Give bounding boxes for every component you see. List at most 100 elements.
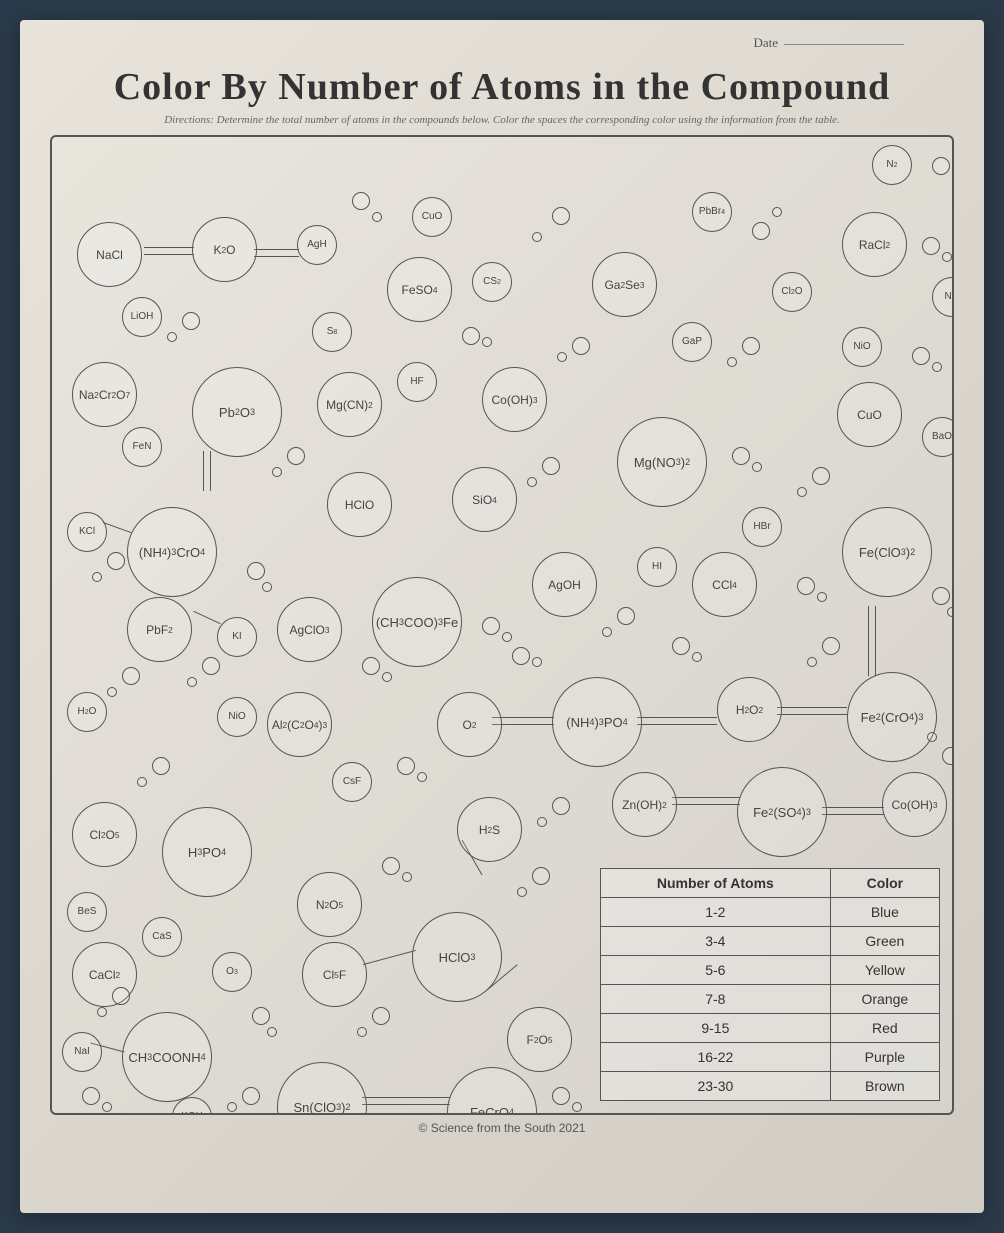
compound-bubble-nacl: NaCl — [77, 222, 142, 287]
bond — [868, 606, 876, 676]
bond — [254, 249, 299, 257]
table-cell: Brown — [830, 1072, 939, 1101]
decorative-bubble — [537, 817, 547, 827]
decorative-bubble — [742, 337, 760, 355]
decorative-bubble — [797, 577, 815, 595]
decorative-bubble — [202, 657, 220, 675]
compound-bubble-mgcn2: Mg(CN)2 — [317, 372, 382, 437]
decorative-bubble — [262, 582, 272, 592]
bond — [203, 451, 211, 491]
footer-copyright: © Science from the South 2021 — [50, 1121, 954, 1135]
compound-bubble-fecro4: FeCrO4 — [447, 1067, 537, 1115]
decorative-bubble — [807, 657, 817, 667]
decorative-bubble — [227, 1102, 237, 1112]
decorative-bubble — [557, 352, 567, 362]
decorative-bubble — [482, 337, 492, 347]
decorative-bubble — [182, 312, 200, 330]
decorative-bubble — [542, 457, 560, 475]
decorative-bubble — [672, 637, 690, 655]
decorative-bubble — [382, 857, 400, 875]
compound-bubble-cooh3b: Co(OH)3 — [882, 772, 947, 837]
compound-bubble-bao: BaO — [922, 417, 954, 457]
decorative-bubble — [462, 327, 480, 345]
decorative-bubble — [947, 607, 954, 617]
decorative-bubble — [527, 477, 537, 487]
decorative-bubble — [532, 657, 542, 667]
bond — [363, 950, 416, 965]
compound-bubble-fe2cro43: Fe2(CrO4)3 — [847, 672, 937, 762]
decorative-bubble — [247, 562, 265, 580]
decorative-bubble — [817, 592, 827, 602]
compound-bubble-nh43po4: (NH4)3PO4 — [552, 677, 642, 767]
table-cell: 7-8 — [601, 985, 831, 1014]
decorative-bubble — [372, 212, 382, 222]
decorative-bubble — [912, 347, 930, 365]
compound-bubble-na2cr2o7: Na2Cr2O7 — [72, 362, 137, 427]
worksheet-title: Color By Number of Atoms in the Compound — [50, 65, 954, 109]
compound-bubble-hf: HF — [397, 362, 437, 402]
decorative-bubble — [752, 222, 770, 240]
compound-bubble-gap: GaP — [672, 322, 712, 362]
decorative-bubble — [372, 1007, 390, 1025]
compound-bubble-hcio: HClO — [327, 472, 392, 537]
bond — [637, 717, 717, 725]
decorative-bubble — [932, 157, 950, 175]
decorative-bubble — [532, 867, 550, 885]
bond — [777, 707, 847, 715]
decorative-bubble — [272, 467, 282, 477]
table-cell: 5-6 — [601, 956, 831, 985]
compound-bubble-nh43cro4: (NH4)3CrO4 — [127, 507, 217, 597]
table-cell: Purple — [830, 1043, 939, 1072]
compound-bubble-nai: NaI — [62, 1032, 102, 1072]
compound-bubble-csf: CsF — [332, 762, 372, 802]
compound-bubble-cuo: CuO — [412, 197, 452, 237]
decorative-bubble — [517, 887, 527, 897]
compound-bubble-o2: O2 — [437, 692, 502, 757]
decorative-bubble — [727, 357, 737, 367]
compound-bubble-ch3coonh4: CH3COONH4 — [122, 1012, 212, 1102]
decorative-bubble — [822, 637, 840, 655]
bond — [362, 1097, 450, 1105]
compound-bubble-lioh: LiOH — [122, 297, 162, 337]
compound-bubble-pb2o3: Pb2O3 — [192, 367, 282, 457]
decorative-bubble — [402, 872, 412, 882]
directions-text: Directions: Determine the total number o… — [110, 113, 894, 127]
compound-bubble-n2: N2 — [872, 145, 912, 185]
table-header: Number of Atoms — [601, 869, 831, 898]
bond — [144, 247, 194, 255]
table-header: Color — [830, 869, 939, 898]
table-cell: Yellow — [830, 956, 939, 985]
table-cell: 3-4 — [601, 927, 831, 956]
compound-bubble-agh: AgH — [297, 225, 337, 265]
decorative-bubble — [242, 1087, 260, 1105]
compound-bubble-fe2so43: Fe2(SO4)3 — [737, 767, 827, 857]
compound-bubble-mgno32: Mg(NO3)2 — [617, 417, 707, 507]
decorative-bubble — [102, 1102, 112, 1112]
compound-bubble-hcio3: HClO3 — [412, 912, 502, 1002]
decorative-bubble — [152, 757, 170, 775]
decorative-bubble — [572, 1102, 582, 1112]
compound-bubble-s8: S8 — [312, 312, 352, 352]
compound-bubble-o3: O3 — [212, 952, 252, 992]
compound-bubble-cs2: CS2 — [472, 262, 512, 302]
decorative-bubble — [552, 207, 570, 225]
decorative-bubble — [107, 552, 125, 570]
decorative-bubble — [122, 667, 140, 685]
compound-bubble-pbbr4: PbBr4 — [692, 192, 732, 232]
compound-bubble-nio2: NiO — [217, 697, 257, 737]
compound-bubble-ki: KI — [217, 617, 257, 657]
decorative-bubble — [97, 1007, 107, 1017]
decorative-bubble — [942, 252, 952, 262]
worksheet-page: Date Color By Number of Atoms in the Com… — [20, 20, 984, 1213]
compound-bubble-feso4: FeSO4 — [387, 257, 452, 322]
compound-bubble-pbf2: PbF2 — [127, 597, 192, 662]
decorative-bubble — [812, 467, 830, 485]
table-row: 23-30Brown — [601, 1072, 940, 1101]
decorative-bubble — [932, 362, 942, 372]
compound-bubble-racl2: RaCl2 — [842, 212, 907, 277]
decorative-bubble — [362, 657, 380, 675]
decorative-bubble — [112, 987, 130, 1005]
decorative-bubble — [942, 747, 954, 765]
compound-bubble-feclo32: Fe(ClO3)2 — [842, 507, 932, 597]
compound-bubble-ch3coo3fe: (CH3COO)3Fe — [372, 577, 462, 667]
